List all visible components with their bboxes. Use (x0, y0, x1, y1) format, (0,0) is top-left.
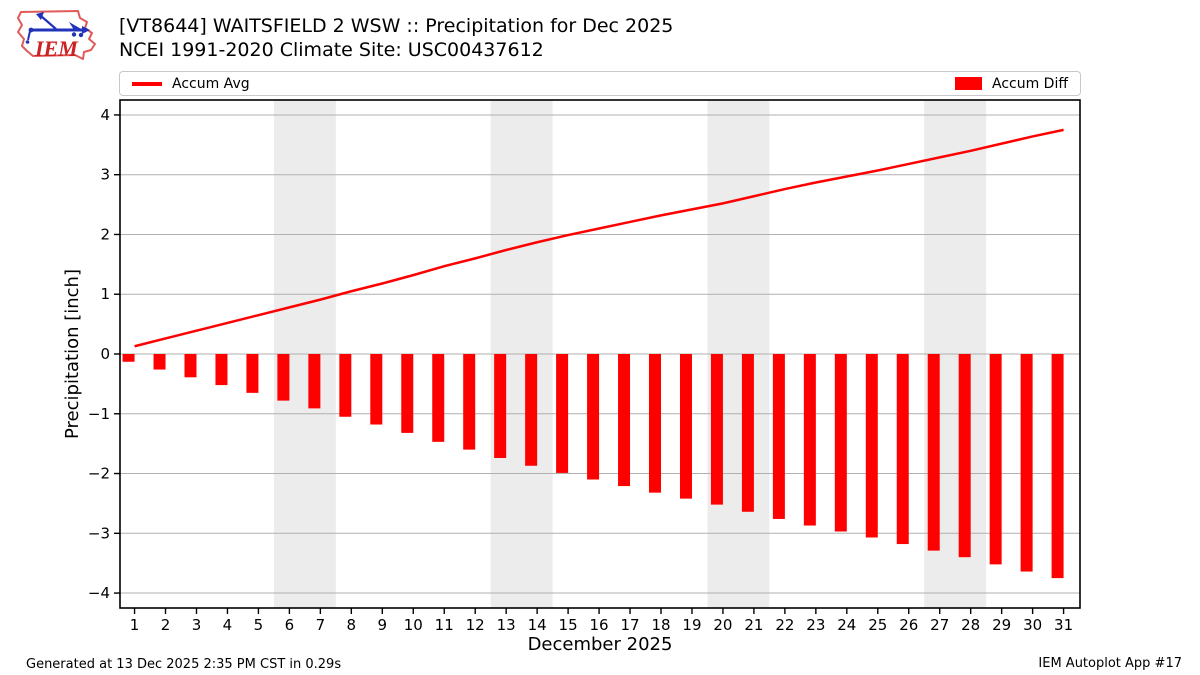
app-credit: IEM Autoplot App #17 (1038, 656, 1182, 671)
accum-diff-bar-day-31 (1051, 354, 1064, 579)
y-tick-label: 0 (100, 345, 110, 363)
accum-diff-bar-day-30 (1020, 354, 1033, 572)
chart-legend: Accum Avg Accum Diff (119, 71, 1081, 96)
accum-diff-bar-day-27 (927, 354, 940, 551)
accum-diff-bar-day-5 (246, 354, 259, 393)
accum-diff-bar-day-6 (277, 354, 290, 401)
iowa-outline-icon (17, 10, 96, 60)
accum-diff-bar-day-29 (989, 354, 1002, 565)
x-tick-label: 10 (404, 616, 423, 634)
logo-text: IEM (34, 36, 79, 61)
accum-diff-bar-day-17 (618, 354, 631, 487)
accum-diff-bar-day-26 (896, 354, 909, 545)
accum-diff-bar-day-9 (370, 354, 383, 425)
y-axis-label: Precipitation [inch] (62, 269, 83, 439)
x-tick-label: 29 (992, 616, 1011, 634)
x-tick-label: 16 (590, 616, 609, 634)
accum-diff-bar-day-8 (339, 354, 352, 417)
chart-title-block: [VT8644] WAITSFIELD 2 WSW :: Precipitati… (119, 14, 673, 62)
accum-diff-bar-day-2 (153, 354, 166, 370)
x-tick-label: 6 (285, 616, 295, 634)
x-tick-label: 20 (713, 616, 732, 634)
x-axis-label: December 2025 (528, 634, 673, 655)
accum-diff-bar-day-15 (556, 354, 569, 473)
x-tick-label: 28 (961, 616, 980, 634)
accum-diff-bar-day-18 (649, 354, 662, 493)
y-tick-label: 1 (100, 285, 110, 303)
accum-avg-label: Accum Avg (172, 75, 250, 92)
accum-diff-bar-day-28 (958, 354, 971, 558)
accum-avg-line-swatch (132, 81, 162, 86)
x-tick-label: 22 (775, 616, 794, 634)
x-tick-label: 4 (223, 616, 233, 634)
chart-title-line2: NCEI 1991-2020 Climate Site: USC00437612 (119, 39, 544, 61)
accum-diff-bar-day-19 (679, 354, 692, 499)
accum-diff-bar-day-11 (432, 354, 445, 442)
x-tick-label: 31 (1054, 616, 1073, 634)
x-tick-label: 2 (161, 616, 171, 634)
legend-item-accum-avg: Accum Avg (132, 76, 250, 92)
x-tick-label: 24 (837, 616, 856, 634)
legend-item-accum-diff: Accum Diff (954, 75, 1068, 92)
x-tick-label: 21 (744, 616, 763, 634)
accum-diff-bar-day-20 (710, 354, 723, 505)
accum-diff-bar-day-25 (865, 354, 878, 538)
accum-diff-bar-day-12 (463, 354, 476, 450)
y-tick-label: −2 (88, 465, 110, 483)
x-tick-label: 19 (682, 616, 701, 634)
generated-timestamp: Generated at 13 Dec 2025 2:35 PM CST in … (26, 657, 342, 672)
x-tick-label: 3 (192, 616, 202, 634)
y-tick-label: 3 (100, 166, 110, 184)
x-tick-label: 17 (620, 616, 639, 634)
x-tick-label: 5 (254, 616, 264, 634)
x-tick-label: 27 (930, 616, 949, 634)
y-tick-label: 4 (100, 106, 110, 124)
accum-diff-bar-day-4 (215, 354, 228, 386)
x-tick-label: 15 (559, 616, 578, 634)
accum-diff-bar-day-22 (772, 354, 785, 519)
accum-diff-bar-day-21 (741, 354, 754, 512)
y-tick-label: 2 (100, 225, 110, 243)
y-tick-label: −3 (88, 524, 110, 542)
iem-logo: IEM (17, 10, 96, 61)
accum-diff-bar-day-7 (308, 354, 321, 409)
x-tick-label: 11 (435, 616, 454, 634)
accum-diff-bar-swatch (954, 77, 982, 90)
accum-avg-line (134, 128, 1064, 348)
x-tick-label: 1 (130, 616, 140, 634)
chart-title-line1: [VT8644] WAITSFIELD 2 WSW :: Precipitati… (119, 15, 674, 37)
accum-diff-bar-day-23 (803, 354, 816, 526)
accum-diff-bar-day-13 (494, 354, 507, 458)
x-tick-label: 7 (316, 616, 326, 634)
accum-diff-bar-day-3 (184, 354, 197, 378)
x-tick-label: 26 (899, 616, 918, 634)
x-tick-label: 8 (347, 616, 357, 634)
weather-vane-icon (25, 12, 90, 44)
accum-diff-bar-day-10 (401, 354, 414, 433)
x-tick-label: 9 (378, 616, 388, 634)
x-tick-label: 18 (651, 616, 670, 634)
accum-diff-bar-day-16 (587, 354, 600, 480)
accum-diff-bar-day-24 (834, 354, 847, 532)
y-tick-label: −4 (88, 584, 110, 602)
accum-diff-bar-day-14 (525, 354, 538, 466)
x-tick-label: 12 (466, 616, 485, 634)
x-tick-label: 23 (806, 616, 825, 634)
accum-diff-bar-day-1 (122, 354, 135, 362)
y-tick-label: −1 (88, 405, 110, 423)
x-tick-label: 14 (528, 616, 547, 634)
x-tick-label: 25 (868, 616, 887, 634)
x-tick-label: 30 (1023, 616, 1042, 634)
x-tick-label: 13 (497, 616, 516, 634)
accum-diff-label: Accum Diff (991, 75, 1068, 92)
